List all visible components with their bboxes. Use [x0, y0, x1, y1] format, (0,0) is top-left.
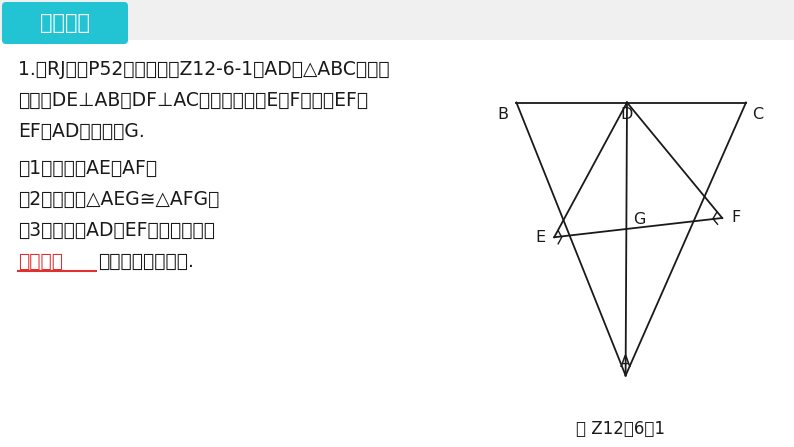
Text: EF与AD相交于点G.: EF与AD相交于点G.: [18, 122, 145, 141]
Text: （3）猜想：AD与EF的位置关系为: （3）猜想：AD与EF的位置关系为: [18, 221, 215, 240]
Text: 教材母题: 教材母题: [40, 13, 90, 33]
Text: 分线，DE⊥AB，DF⊥AC，垂足分别是E，F，连接EF，: 分线，DE⊥AB，DF⊥AC，垂足分别是E，F，连接EF，: [18, 91, 368, 110]
Text: （2）求证：△AEG≅△AFG；: （2）求证：△AEG≅△AFG；: [18, 190, 219, 209]
Text: A: A: [620, 355, 631, 370]
Text: E: E: [535, 230, 545, 245]
Text: G: G: [633, 212, 646, 227]
Text: B: B: [497, 107, 508, 122]
Text: 互相垂直: 互相垂直: [18, 252, 63, 271]
Text: ，试证明你的猜想.: ，试证明你的猜想.: [98, 252, 194, 271]
Text: 图 Z12－6－1: 图 Z12－6－1: [576, 420, 665, 438]
FancyBboxPatch shape: [2, 2, 128, 44]
Text: C: C: [753, 107, 764, 122]
Text: 1.（RJ八上P52改编）如图Z12-6-1，AD是△ABC的角平: 1.（RJ八上P52改编）如图Z12-6-1，AD是△ABC的角平: [18, 60, 390, 79]
Text: F: F: [731, 211, 741, 225]
FancyBboxPatch shape: [0, 40, 794, 447]
Text: （1）求证：AE＝AF；: （1）求证：AE＝AF；: [18, 159, 157, 178]
Text: D: D: [621, 107, 633, 122]
